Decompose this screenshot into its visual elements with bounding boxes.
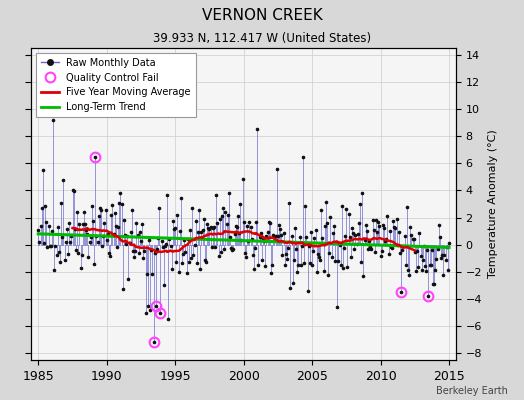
Text: VERNON CREEK: VERNON CREEK (202, 8, 322, 23)
Text: Berkeley Earth: Berkeley Earth (436, 386, 508, 396)
Text: 39.933 N, 112.417 W (United States): 39.933 N, 112.417 W (United States) (153, 32, 371, 45)
Y-axis label: Temperature Anomaly (°C): Temperature Anomaly (°C) (488, 130, 498, 278)
Legend: Raw Monthly Data, Quality Control Fail, Five Year Moving Average, Long-Term Tren: Raw Monthly Data, Quality Control Fail, … (36, 53, 196, 117)
